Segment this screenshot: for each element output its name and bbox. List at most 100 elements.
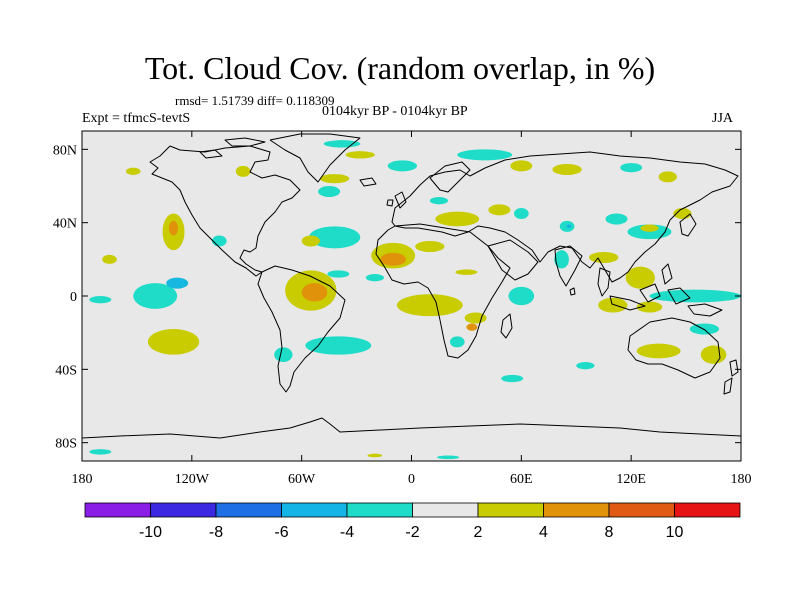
colorbar-box-6	[477, 502, 544, 518]
anomaly-region-59	[437, 455, 460, 460]
anomaly-region-26	[658, 171, 677, 183]
colorbar-label-6: 4	[539, 524, 548, 541]
coast-japan	[679, 213, 697, 237]
coast-eurasia	[391, 151, 739, 283]
experiment-label: Expt = tfmcS-tevtS	[82, 111, 191, 126]
anomaly-region-54	[700, 345, 727, 364]
colorbar-box-0	[84, 502, 151, 518]
anomaly-region-4	[147, 329, 200, 355]
anomaly-region-9	[235, 165, 251, 177]
y-tick-label-0: 80N	[53, 143, 77, 158]
y-tick-label-2: 0	[70, 290, 77, 305]
colorbar-box-7	[543, 502, 610, 518]
anomaly-region-18	[319, 174, 350, 184]
coast-scandinavia	[429, 161, 471, 193]
colorbar-label-7: 8	[605, 524, 614, 541]
anomaly-region-12	[305, 336, 372, 355]
colorbar-label-1: -8	[209, 524, 223, 541]
y-tick-label-1: 40N	[53, 217, 77, 232]
season-label: JJA	[712, 111, 734, 126]
coast-australia	[627, 317, 721, 379]
coast-madagascar	[500, 313, 513, 339]
coast-iceland	[359, 177, 377, 187]
colorbar-box-5	[412, 502, 479, 518]
colorbar-label-5: 2	[474, 524, 483, 541]
anomaly-region-6	[168, 220, 179, 236]
chart-title: Tot. Cloud Cov. (random overlap, in %)	[144, 50, 656, 86]
coast-south-america	[257, 265, 346, 393]
anomaly-region-55	[689, 323, 720, 335]
coast-antarctica	[82, 417, 741, 439]
x-tick-label-6: 180	[731, 472, 752, 487]
x-tick-label-4: 60E	[510, 472, 533, 487]
colorbar-box-3	[281, 502, 348, 518]
colorbar: -10 -8 -6 -4 -2 2 4 8 10	[84, 502, 741, 541]
anomaly-region-38	[466, 323, 478, 331]
coast-india	[554, 245, 583, 287]
coast-sri-lanka	[569, 287, 576, 296]
anomaly-region-25	[620, 163, 643, 173]
anomaly-region-15	[308, 226, 361, 249]
coast-arabia	[487, 239, 539, 281]
anomaly-region-21	[387, 160, 417, 172]
anomaly-region-20	[345, 151, 375, 159]
map-axes: 180 120W 60W 0 60E 120E 180 80N 40N 0 40S 80S	[53, 131, 752, 487]
anomaly-region-13	[274, 347, 293, 362]
anomaly-region-39	[449, 336, 465, 348]
anomaly-region-28	[380, 252, 407, 266]
coast-british-isles	[386, 191, 407, 209]
anomaly-region-7	[211, 235, 227, 247]
anomaly-region-58	[89, 449, 112, 455]
anomaly-region-34	[514, 208, 529, 219]
period-label: 0104kyr BP - 0104kyr BP	[322, 104, 468, 119]
anomaly-region-45	[625, 266, 655, 289]
anomaly-region-40	[508, 286, 535, 306]
coast-north-america	[149, 145, 301, 277]
x-tick-label-1: 120W	[175, 472, 210, 487]
anomaly-region-23	[510, 160, 533, 172]
anomaly-region-0	[102, 254, 117, 264]
coast-greenland	[269, 133, 361, 183]
colorbar-box-4	[346, 502, 413, 518]
colorbar-label-0: -10	[139, 524, 162, 541]
coast-new-zealand	[723, 359, 739, 395]
coast-se-asia	[597, 263, 691, 311]
stats-text: rmsd= 1.51739 diff= 0.118309	[175, 93, 335, 108]
anomaly-region-44	[589, 252, 619, 263]
anomaly-region-50	[649, 289, 741, 303]
anomaly-region-24	[552, 164, 582, 175]
colorbar-label-4: -2	[405, 524, 419, 541]
anomaly-region-8	[125, 167, 141, 175]
coastlines	[82, 133, 741, 439]
anomaly-region-57	[501, 374, 524, 383]
y-tick-label-4: 80S	[55, 437, 77, 452]
anomaly-region-36	[396, 294, 463, 317]
anomaly-region-52	[636, 301, 663, 313]
anomaly-region-30	[365, 274, 385, 282]
anomaly-regions	[89, 140, 741, 460]
y-tick-label-3: 40S	[55, 363, 77, 378]
colorbar-label-8: 10	[666, 524, 684, 541]
anomaly-region-33	[488, 204, 511, 216]
anomaly-region-48	[605, 213, 628, 225]
anomaly-region-19	[323, 140, 361, 148]
colorbar-label-2: -6	[274, 524, 288, 541]
coast-arctic-islands	[199, 137, 266, 159]
colorbar-box-8	[608, 502, 675, 518]
anomaly-region-17	[318, 186, 341, 197]
x-tick-label-2: 60W	[288, 472, 316, 487]
anomaly-region-51	[598, 297, 628, 313]
anomaly-region-46	[627, 224, 672, 240]
anomaly-region-56	[576, 362, 595, 370]
colorbar-label-3: -4	[340, 524, 354, 541]
colorbar-box-1	[150, 502, 217, 518]
anomaly-region-35	[429, 197, 449, 205]
x-tick-label-3: 0	[408, 472, 415, 487]
colorbar-box-9	[674, 502, 741, 518]
anomaly-region-41	[554, 250, 569, 269]
anomaly-region-31	[455, 269, 478, 275]
x-tick-label-0: 180	[72, 472, 93, 487]
map-background	[82, 131, 741, 461]
anomaly-region-11	[301, 283, 328, 302]
